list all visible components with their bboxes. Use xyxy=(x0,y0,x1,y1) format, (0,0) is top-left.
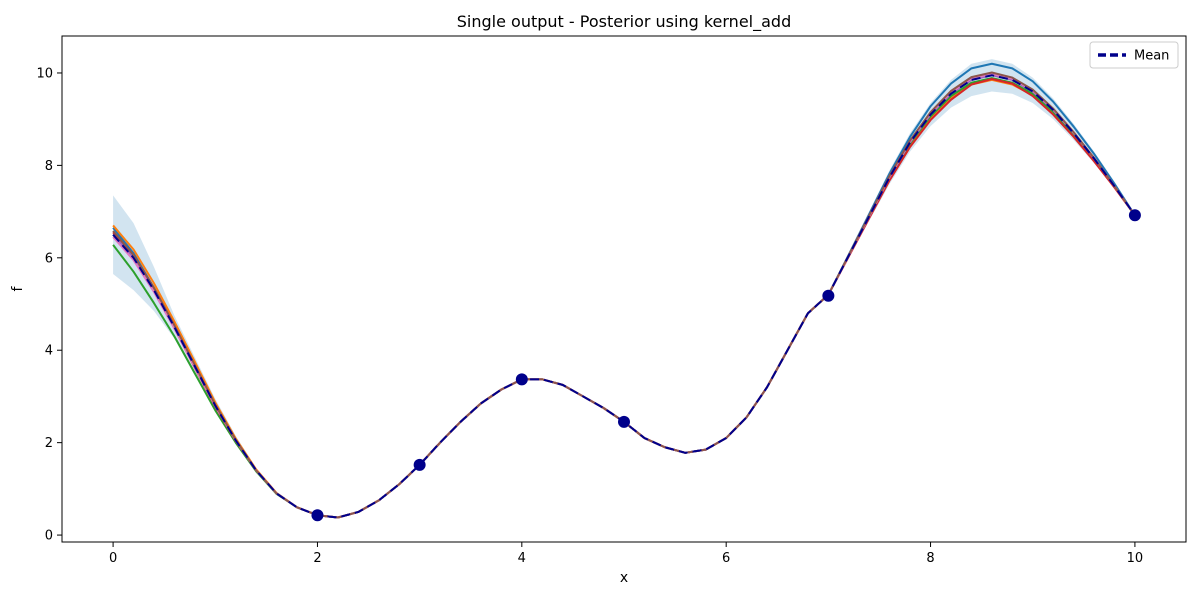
x-tick-label: 10 xyxy=(1127,551,1144,566)
observation-point xyxy=(413,458,426,471)
mean-line-layer xyxy=(112,74,1136,519)
confidence-band xyxy=(113,59,1135,519)
x-tick-label: 4 xyxy=(518,551,526,566)
x-tick-label: 0 xyxy=(109,551,117,566)
legend: Mean xyxy=(1089,41,1179,69)
plot-frame xyxy=(61,35,1187,543)
y-axis-label: f xyxy=(10,285,26,291)
observation-point xyxy=(1128,209,1141,222)
y-tick-label: 4 xyxy=(45,344,53,359)
x-tick-label: 6 xyxy=(722,551,730,566)
y-axis-ticks: 0 2 4 6 8 10 xyxy=(36,66,62,544)
x-axis-ticks: 0 2 4 6 8 10 xyxy=(109,542,1143,566)
observation-point xyxy=(618,415,630,428)
sample-line-5 xyxy=(112,74,1136,519)
sample-line-6 xyxy=(112,72,1136,519)
y-tick-label: 6 xyxy=(45,251,53,266)
sample-line-7 xyxy=(112,71,1136,519)
observation-point xyxy=(822,289,835,302)
sample-line-3 xyxy=(112,77,1136,519)
legend-mean-label: Mean xyxy=(1134,49,1169,64)
legend-box xyxy=(1089,41,1179,69)
sample-line-2 xyxy=(112,78,1136,519)
observation-point xyxy=(311,509,324,522)
mean-line xyxy=(112,74,1136,519)
x-axis-label: x xyxy=(620,570,628,586)
observation-point xyxy=(515,373,528,386)
y-tick-label: 0 xyxy=(45,529,53,544)
confidence-band-layer xyxy=(113,59,1135,519)
y-tick-label: 8 xyxy=(45,159,53,174)
sample-lines-layer xyxy=(112,62,1136,519)
observation-points-layer xyxy=(311,209,1141,522)
y-tick-label: 10 xyxy=(36,66,53,81)
sample-line-1 xyxy=(112,62,1136,519)
chart-title: Single output - Posterior using kernel_a… xyxy=(457,12,791,32)
x-tick-label: 2 xyxy=(313,551,321,566)
x-tick-label: 8 xyxy=(926,551,934,566)
sample-line-4 xyxy=(112,77,1136,519)
y-tick-label: 2 xyxy=(45,436,53,451)
